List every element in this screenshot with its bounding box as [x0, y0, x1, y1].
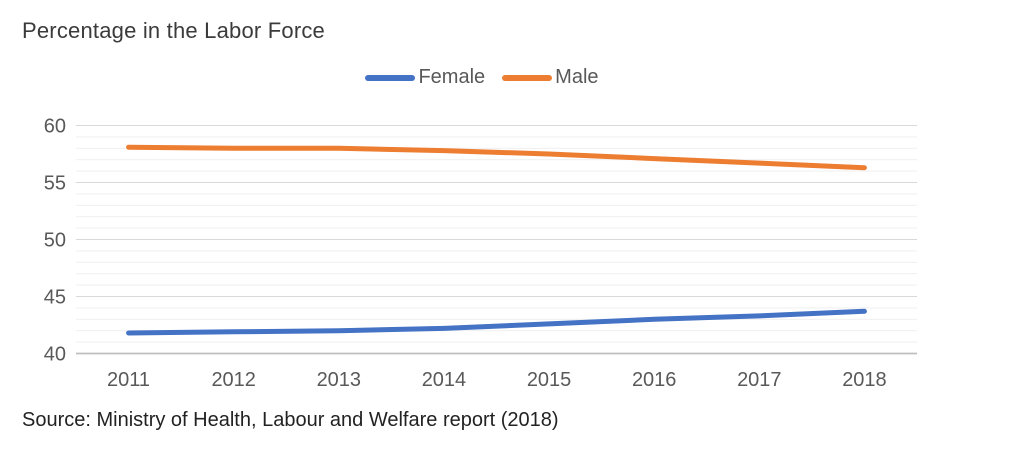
x-tick-label: 2014: [422, 369, 467, 391]
y-tick-label: 60: [44, 116, 66, 138]
chart-legend: Female Male: [57, 66, 907, 89]
x-tick-label: 2012: [211, 369, 256, 391]
y-tick-label: 50: [44, 230, 66, 252]
y-tick-label: 55: [44, 173, 66, 195]
series-line-male: [126, 144, 867, 171]
y-tick-label: 45: [44, 287, 66, 309]
legend-item-female: Female: [365, 66, 485, 89]
legend-item-male: Male: [502, 66, 599, 89]
x-tick-label: 2017: [737, 369, 782, 391]
x-tick-label: 2011: [107, 369, 150, 391]
x-tick-label: 2013: [317, 369, 362, 391]
legend-label-female: Female: [418, 66, 486, 88]
source-note: Source: Ministry of Health, Labour and W…: [22, 409, 559, 431]
y-tick-label: 40: [44, 344, 66, 366]
series-line-female: [126, 308, 867, 336]
chart-title: Percentage in the Labor Force: [22, 18, 325, 43]
legend-label-male: Male: [555, 66, 599, 88]
x-tick-label: 2018: [842, 369, 887, 391]
x-tick-label: 2016: [632, 369, 677, 391]
x-tick-label: 2015: [527, 369, 572, 391]
legend-swatch-female-line: [365, 74, 416, 81]
legend-swatch-male-line: [502, 74, 553, 81]
